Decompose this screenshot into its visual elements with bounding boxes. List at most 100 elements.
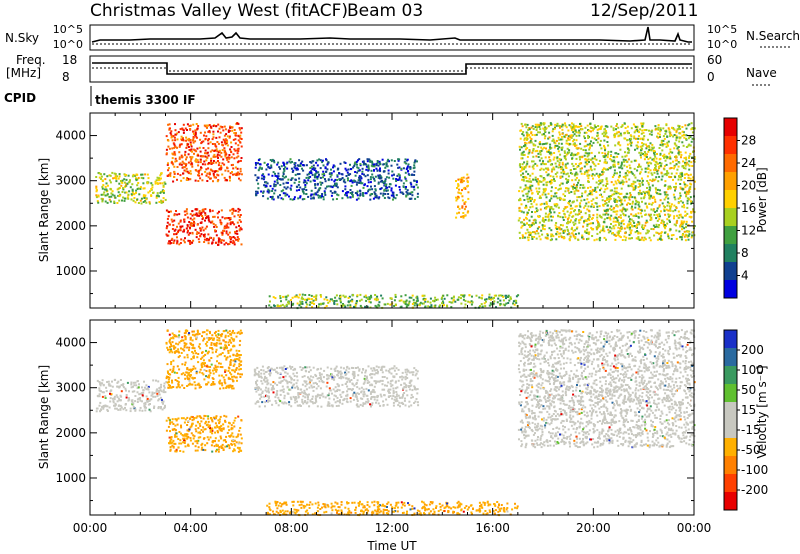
power-cell bbox=[543, 128, 546, 131]
power-cell bbox=[334, 184, 336, 187]
power-cell bbox=[335, 198, 338, 200]
power-cell bbox=[312, 299, 315, 302]
power-cell bbox=[215, 136, 218, 139]
power-cell bbox=[526, 135, 529, 138]
power-cell bbox=[665, 130, 668, 133]
power-cell bbox=[408, 300, 411, 303]
power-cell bbox=[565, 181, 568, 184]
power-cell bbox=[302, 181, 305, 184]
power-cell bbox=[640, 156, 642, 159]
power-cell bbox=[356, 192, 358, 195]
power-cell bbox=[577, 147, 580, 150]
vel-cell bbox=[204, 415, 207, 417]
vel-cell bbox=[180, 417, 183, 420]
power-cell bbox=[591, 136, 594, 139]
power-cell bbox=[227, 170, 230, 173]
power-cell bbox=[381, 158, 384, 161]
power-cell bbox=[663, 168, 666, 171]
power-cell bbox=[648, 129, 650, 132]
power-cell bbox=[586, 171, 589, 174]
power-cell bbox=[238, 208, 241, 211]
power-cell bbox=[283, 305, 286, 308]
power-cell bbox=[668, 205, 671, 208]
power-cell bbox=[610, 181, 613, 184]
power-cell bbox=[578, 212, 581, 215]
power-cell bbox=[566, 218, 569, 221]
power-cell bbox=[584, 152, 587, 154]
power-cell bbox=[572, 235, 575, 238]
power-cell bbox=[208, 131, 211, 134]
power-cell bbox=[630, 183, 633, 186]
power-cell bbox=[470, 300, 473, 303]
power-cell bbox=[548, 156, 551, 159]
power-cell bbox=[570, 211, 573, 214]
power-cell bbox=[219, 221, 222, 224]
power-cell bbox=[522, 134, 525, 137]
power-cell bbox=[357, 197, 360, 200]
power-cell bbox=[620, 216, 622, 219]
power-cell bbox=[338, 178, 341, 181]
power-cell bbox=[492, 302, 495, 305]
power-cell bbox=[222, 138, 225, 141]
power-cell bbox=[595, 196, 598, 199]
power-cell bbox=[507, 294, 510, 297]
power-cell bbox=[646, 175, 649, 178]
power-cell bbox=[180, 154, 183, 157]
power-cell bbox=[597, 183, 600, 186]
power-cell bbox=[569, 236, 572, 239]
power-cell bbox=[628, 237, 631, 240]
power-cell bbox=[692, 178, 695, 181]
power-cell bbox=[651, 184, 654, 187]
power-cell bbox=[680, 238, 683, 241]
power-cell bbox=[521, 168, 524, 171]
power-cell bbox=[277, 175, 280, 178]
power-cell bbox=[311, 168, 314, 171]
power-cell bbox=[378, 169, 381, 171]
vel-cell bbox=[96, 379, 99, 382]
power-cell bbox=[543, 146, 546, 149]
power-cell bbox=[636, 147, 639, 150]
power-cell bbox=[681, 205, 684, 208]
power-cell bbox=[374, 188, 377, 191]
nsearch-axis-min: 10^0 bbox=[707, 38, 737, 51]
power-cell bbox=[640, 197, 643, 200]
power-cell bbox=[418, 303, 421, 306]
power-cell bbox=[198, 211, 201, 214]
power-cell bbox=[547, 219, 550, 222]
power-cell bbox=[271, 174, 274, 177]
power-cell bbox=[229, 209, 232, 212]
power-cell bbox=[371, 193, 373, 195]
power-cell bbox=[666, 204, 669, 207]
power-cell bbox=[310, 172, 313, 174]
vel-cell bbox=[231, 439, 233, 442]
power-cell bbox=[165, 233, 168, 236]
power-cell bbox=[604, 158, 607, 161]
power-cell bbox=[285, 303, 288, 306]
vel-cell bbox=[129, 410, 132, 413]
power-cell bbox=[532, 155, 535, 158]
power-cell bbox=[555, 124, 558, 127]
power-cell bbox=[544, 128, 547, 131]
power-cell bbox=[660, 222, 663, 224]
power-cell bbox=[643, 154, 646, 157]
power-cell bbox=[363, 184, 366, 187]
power-cell bbox=[519, 163, 521, 166]
vel-cell bbox=[109, 400, 112, 403]
power-cell bbox=[669, 157, 672, 160]
power-cell bbox=[298, 177, 301, 180]
power-cell bbox=[658, 218, 661, 221]
power-cell bbox=[460, 302, 463, 305]
power-cell bbox=[354, 303, 357, 306]
power-cell bbox=[165, 148, 168, 151]
power-cell bbox=[523, 223, 526, 226]
power-cell bbox=[675, 237, 678, 240]
power-cell bbox=[218, 161, 221, 164]
power-cell bbox=[585, 202, 588, 205]
power-cell bbox=[604, 130, 607, 132]
power-cell bbox=[378, 160, 381, 163]
power-cell bbox=[527, 236, 530, 239]
power-cell bbox=[596, 128, 599, 131]
power-cell bbox=[614, 238, 617, 241]
power-cell bbox=[644, 155, 647, 158]
power-cell bbox=[635, 226, 638, 229]
